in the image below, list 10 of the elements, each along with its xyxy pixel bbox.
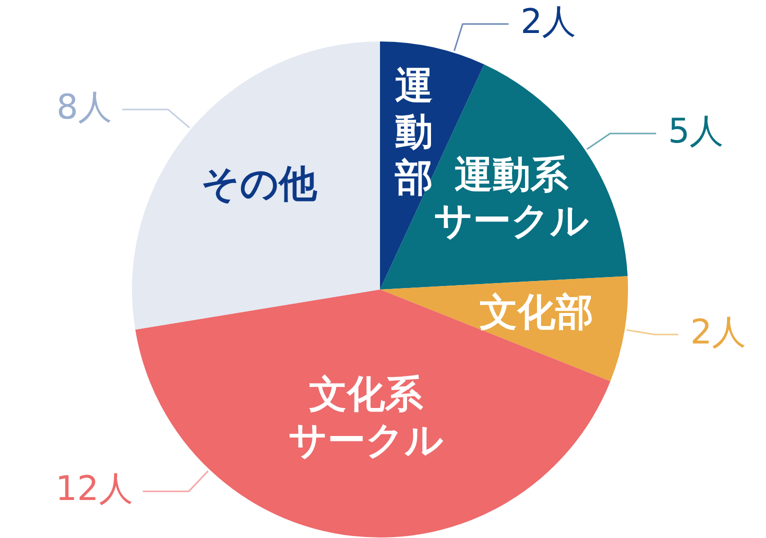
data-label: 8人 [56, 87, 112, 128]
slice-label: その他 [201, 162, 318, 206]
data-label: 5人 [668, 111, 724, 152]
data-label: 2人 [520, 2, 576, 42]
slice-label: 運動部 [394, 63, 434, 200]
slice-label: 運動系サークル [434, 152, 589, 242]
data-label: 2人 [690, 312, 746, 352]
data-label: 12人 [56, 469, 133, 510]
slice-label: 文化系サークル [288, 372, 444, 462]
slice-label: 文化部 [480, 290, 594, 334]
